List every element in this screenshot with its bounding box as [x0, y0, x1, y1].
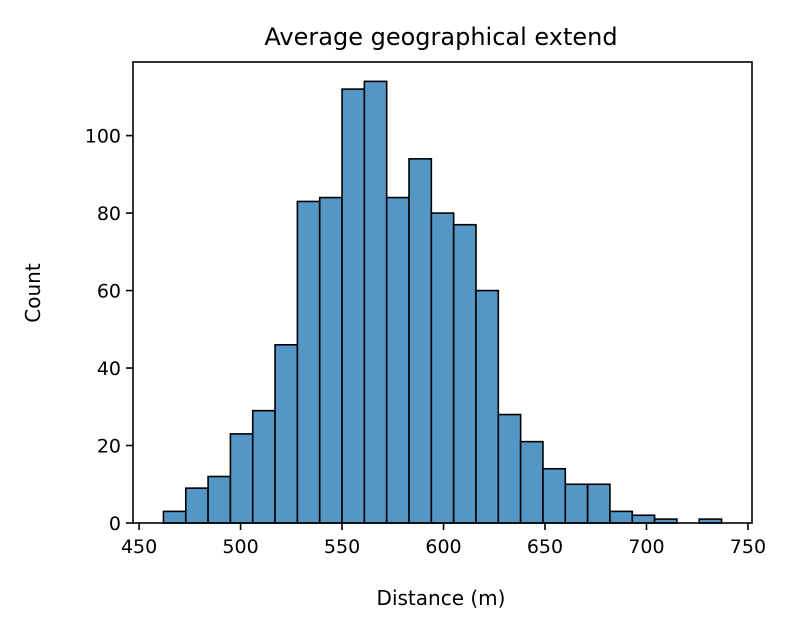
histogram-bar: [318, 196, 343, 524]
x-axis-label: Distance (m): [377, 586, 506, 610]
plot-frame: [132, 61, 753, 524]
histogram-bar: [363, 80, 388, 524]
x-tick-label: 450: [121, 536, 157, 558]
chart-title: Average geographical extend: [264, 23, 617, 51]
x-tick-label: 650: [527, 536, 563, 558]
histogram-bar: [519, 440, 544, 524]
histogram-bar: [586, 483, 611, 524]
y-tick-label: 60: [97, 281, 121, 303]
y-tick-label: 80: [97, 203, 121, 225]
histogram-bar: [542, 467, 567, 524]
x-tick-label: 550: [324, 536, 360, 558]
histogram-bar: [564, 483, 589, 524]
histogram-bar: [274, 343, 299, 524]
histogram-bar: [341, 88, 366, 524]
histogram-bar: [207, 475, 232, 524]
histogram-bar: [385, 196, 410, 524]
y-tick-label: 40: [97, 358, 121, 380]
y-axis: 0 20 40 60 80 100: [85, 126, 133, 535]
bars-group: [162, 80, 723, 524]
histogram-bar: [229, 433, 254, 524]
x-tick-label: 750: [730, 536, 766, 558]
histogram-bar: [184, 487, 209, 524]
histogram-bar: [497, 413, 522, 524]
histogram-bar: [475, 289, 500, 524]
x-tick-label: 700: [628, 536, 664, 558]
histogram-bar: [296, 200, 321, 524]
x-axis: 450 500 550 600 650 700 750: [121, 523, 766, 558]
histogram-bar: [162, 510, 187, 524]
y-tick-label: 0: [109, 513, 121, 535]
y-tick-label: 20: [97, 436, 121, 458]
histogram-bar: [408, 158, 433, 524]
y-tick-label: 100: [85, 126, 121, 148]
histogram-bar: [430, 212, 455, 524]
x-tick-label: 500: [222, 536, 258, 558]
histogram-bar: [609, 510, 634, 524]
histogram-bar: [631, 514, 656, 524]
y-axis-label: Count: [21, 263, 45, 323]
histogram-bar: [452, 223, 477, 524]
histogram-bar: [251, 409, 276, 524]
x-tick-label: 600: [425, 536, 461, 558]
